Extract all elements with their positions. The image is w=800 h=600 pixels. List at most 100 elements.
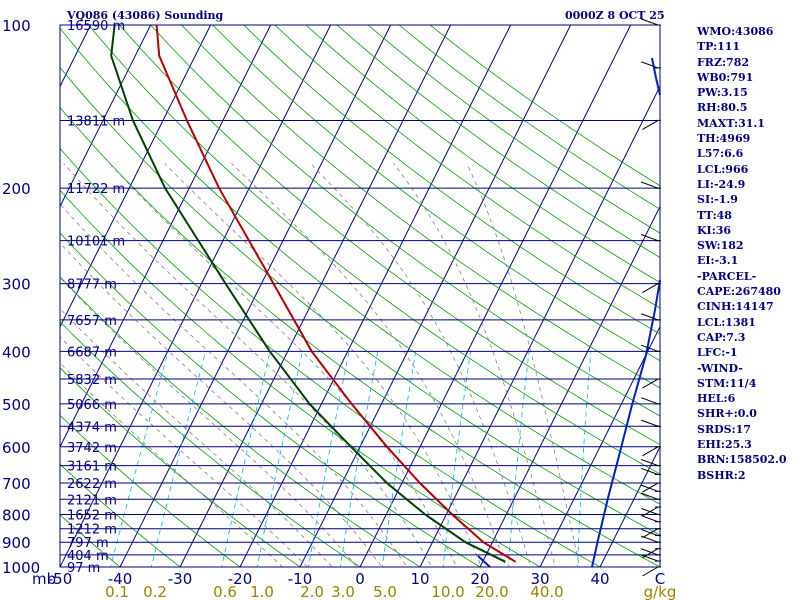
- index-line: RH:80.5: [697, 101, 748, 115]
- height-label: 8777 m: [67, 278, 117, 293]
- dry-adiabat-line: [60, 463, 181, 567]
- wind-barb-staff: [640, 61, 659, 69]
- mixing-ratio-label: 0.6: [213, 583, 237, 600]
- height-label: 3742 m: [67, 441, 117, 456]
- index-line: SW:182: [697, 239, 744, 253]
- mixing-ratio-label: 20.0: [475, 583, 508, 600]
- valid-time: 0000Z 8 OCT 25: [565, 9, 665, 22]
- isotherm-line: [599, 445, 660, 567]
- wind-barb-staff: [640, 181, 659, 189]
- moist-adiabat-line: [310, 163, 532, 567]
- isotherm-line: [479, 205, 660, 567]
- index-line: BSHR:2: [697, 468, 746, 482]
- dewpoint-profile-line: [110, 25, 506, 563]
- height-label: 13811 m: [67, 114, 125, 129]
- height-label: 404 m: [67, 549, 109, 564]
- index-line: TT:48: [697, 208, 732, 222]
- wind-barb-staff: [640, 548, 659, 556]
- index-line: FRZ:782: [697, 55, 750, 69]
- mixing-ratio-label: 40.0: [530, 583, 563, 600]
- moist-adiabat-line: [109, 163, 458, 567]
- wind-barb-staff: [640, 234, 659, 242]
- mixing-ratio-label: 1.0: [250, 583, 274, 600]
- isotherm-line: [539, 325, 660, 567]
- plot-frame: [59, 24, 661, 568]
- wind-barb-staff: [640, 18, 659, 26]
- index-line: L57:6.6: [697, 147, 744, 161]
- pressure-tick-label: 800: [2, 506, 31, 524]
- temperature-tick-label: 40: [590, 570, 609, 588]
- mixing-ratio-line: [256, 351, 303, 567]
- moist-adiabat-line: [60, 242, 383, 567]
- dry-adiabat-line: [60, 66, 660, 536]
- wind-barb-staff: [642, 482, 659, 493]
- mixing-ratio-line: [442, 351, 471, 567]
- pressure-tick-label: 1000: [2, 559, 40, 577]
- isotherm-line: [299, 25, 572, 567]
- temperature-tick-label: -50: [48, 570, 73, 588]
- wind-barb-staff: [642, 506, 659, 517]
- wind-barb-staff: [642, 566, 659, 577]
- height-label: 797 m: [67, 536, 109, 551]
- wind-barb-staff: [642, 446, 659, 457]
- mixing-ratio-label: 3.0: [331, 583, 355, 600]
- height-label: 2622 m: [67, 477, 117, 492]
- moist-adiabat-line: [466, 163, 581, 567]
- index-line: MAXT:31.1: [697, 116, 765, 130]
- dry-adiabat-line: [118, 25, 660, 446]
- moist-adiabat-line: [231, 163, 507, 567]
- hodograph: [477, 57, 661, 568]
- index-line: SHR+:0.0: [697, 407, 757, 421]
- isotherm-line: [119, 25, 392, 567]
- index-line: EHI:25.3: [697, 438, 752, 452]
- pressure-tick-label: 600: [2, 439, 31, 457]
- isotherm-line: [60, 25, 212, 328]
- mixing-ratio-line: [308, 351, 350, 567]
- temperature-tick-label: -20: [228, 570, 253, 588]
- mixing-ratio-label: 10.0: [431, 583, 464, 600]
- moist-adiabat-line: [60, 362, 283, 567]
- index-line: PW:3.15: [697, 86, 748, 100]
- hodograph-trace: [591, 279, 661, 568]
- index-line: TP:111: [697, 40, 741, 54]
- index-line: KI:36: [697, 223, 732, 237]
- mixing-ratio-line: [110, 351, 169, 567]
- pressure-tick-label: 300: [2, 276, 31, 294]
- index-line: LI:-24.9: [697, 177, 746, 191]
- index-line: WB0:791: [697, 70, 754, 84]
- moist-adiabat-line: [63, 163, 433, 567]
- index-line: EI:-3.1: [697, 254, 739, 268]
- height-label: 1212 m: [67, 523, 117, 538]
- index-line: SRDS:17: [697, 422, 751, 436]
- pressure-unit-label: mb: [32, 570, 56, 588]
- wind-barb-staff: [640, 397, 659, 405]
- wind-barb-staff: [642, 283, 659, 294]
- height-label: 5832 m: [67, 373, 117, 388]
- wind-barb-staff: [640, 492, 659, 500]
- index-line: LCL:966: [697, 162, 749, 176]
- surface-wind-vector: [477, 555, 491, 568]
- height-label: 2121 m: [67, 493, 117, 508]
- wind-barb-staff: [640, 458, 659, 467]
- mixing-ratio-label: 0.1: [105, 583, 129, 600]
- dry-adiabat-line: [60, 276, 421, 567]
- dry-adiabat-line: [60, 414, 241, 567]
- wind-barb-staff: [640, 419, 659, 427]
- wind-barb-staff: [642, 378, 659, 389]
- pressure-tick-label: 400: [2, 343, 31, 361]
- mixing-ratio-line: [381, 351, 417, 567]
- moist-adiabat-line: [164, 163, 482, 567]
- temperature-tick-label: -10: [288, 570, 313, 588]
- mixing-ratio-labels: 0.1 0.2 0.6 1.0 2.0 3.0 5.0 10.0 20.0 40.0 g/kg: [105, 583, 676, 600]
- wind-barb-staff: [640, 467, 659, 475]
- isotherm-line: [60, 25, 152, 208]
- wind-barb-staff: [640, 344, 659, 352]
- dry-adiabat-line: [87, 25, 660, 475]
- dry-adiabat-line: [60, 367, 301, 567]
- temperature-unit-label: C: [655, 570, 665, 588]
- temperature-tick-label: 30: [530, 570, 549, 588]
- height-label: 16590 m: [67, 19, 125, 34]
- sounding-profiles: [110, 25, 517, 563]
